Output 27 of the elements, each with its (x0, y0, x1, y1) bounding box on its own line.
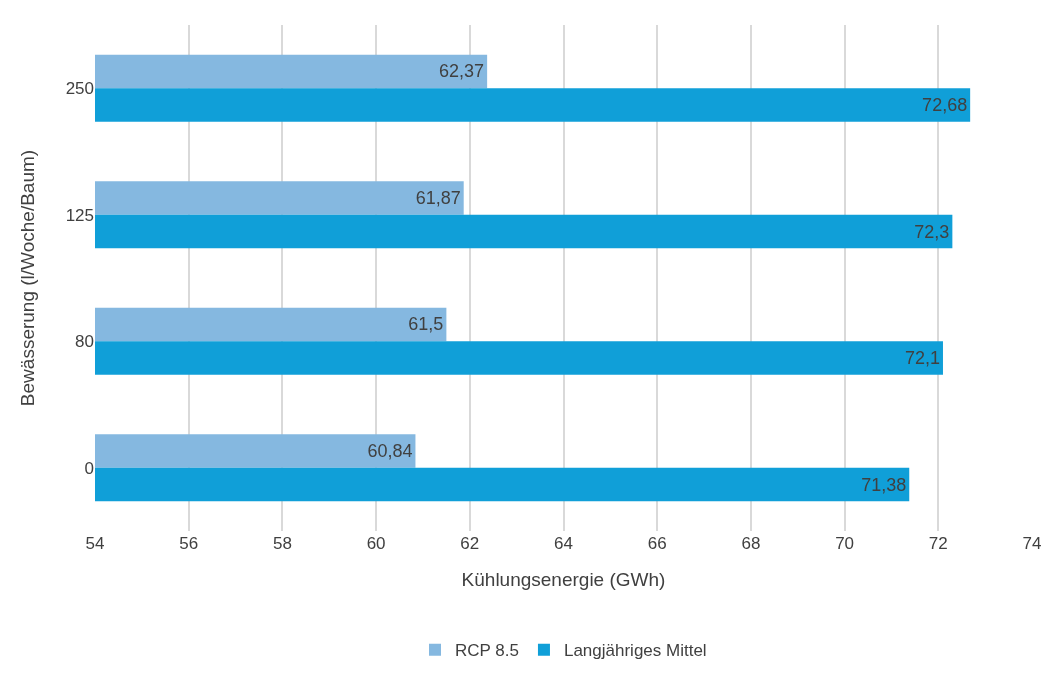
x-tick-label: 70 (835, 534, 855, 553)
legend-label: Langjähriges Mittel (563, 641, 707, 661)
data-label: 61,87 (415, 187, 461, 208)
data-label: 60,84 (367, 440, 413, 461)
data-label: 72,3 (914, 221, 950, 242)
data-label: 71,38 (861, 474, 907, 495)
x-tick-label: 74 (1022, 534, 1042, 553)
x-tick-label: 62 (460, 534, 480, 553)
y-tick-label: 0 (84, 458, 94, 478)
y-tick-label: 250 (65, 79, 94, 99)
x-tick-label: 72 (928, 534, 948, 553)
legend-label: RCP 8.5 (455, 641, 519, 661)
x-tick-label: 66 (647, 534, 667, 553)
y-axis-title: Bewässerung (l/Woche/Baum) (17, 149, 39, 407)
y-tick-label: 80 (75, 332, 94, 352)
data-label: 61,5 (408, 314, 444, 335)
x-tick-label: 64 (554, 534, 573, 553)
data-label: 72,1 (904, 348, 940, 369)
x-axis-title: Kühlungsenergie (GWh) (461, 568, 666, 590)
data-label: 72,68 (922, 95, 968, 116)
y-tick-label: 125 (65, 205, 94, 225)
x-tick-label: 56 (179, 534, 199, 553)
x-tick-label: 60 (366, 534, 386, 553)
data-label: 62,37 (439, 61, 485, 82)
x-tick-label: 54 (85, 534, 105, 553)
x-tick-label: 58 (272, 534, 292, 553)
x-tick-label: 68 (741, 534, 761, 553)
